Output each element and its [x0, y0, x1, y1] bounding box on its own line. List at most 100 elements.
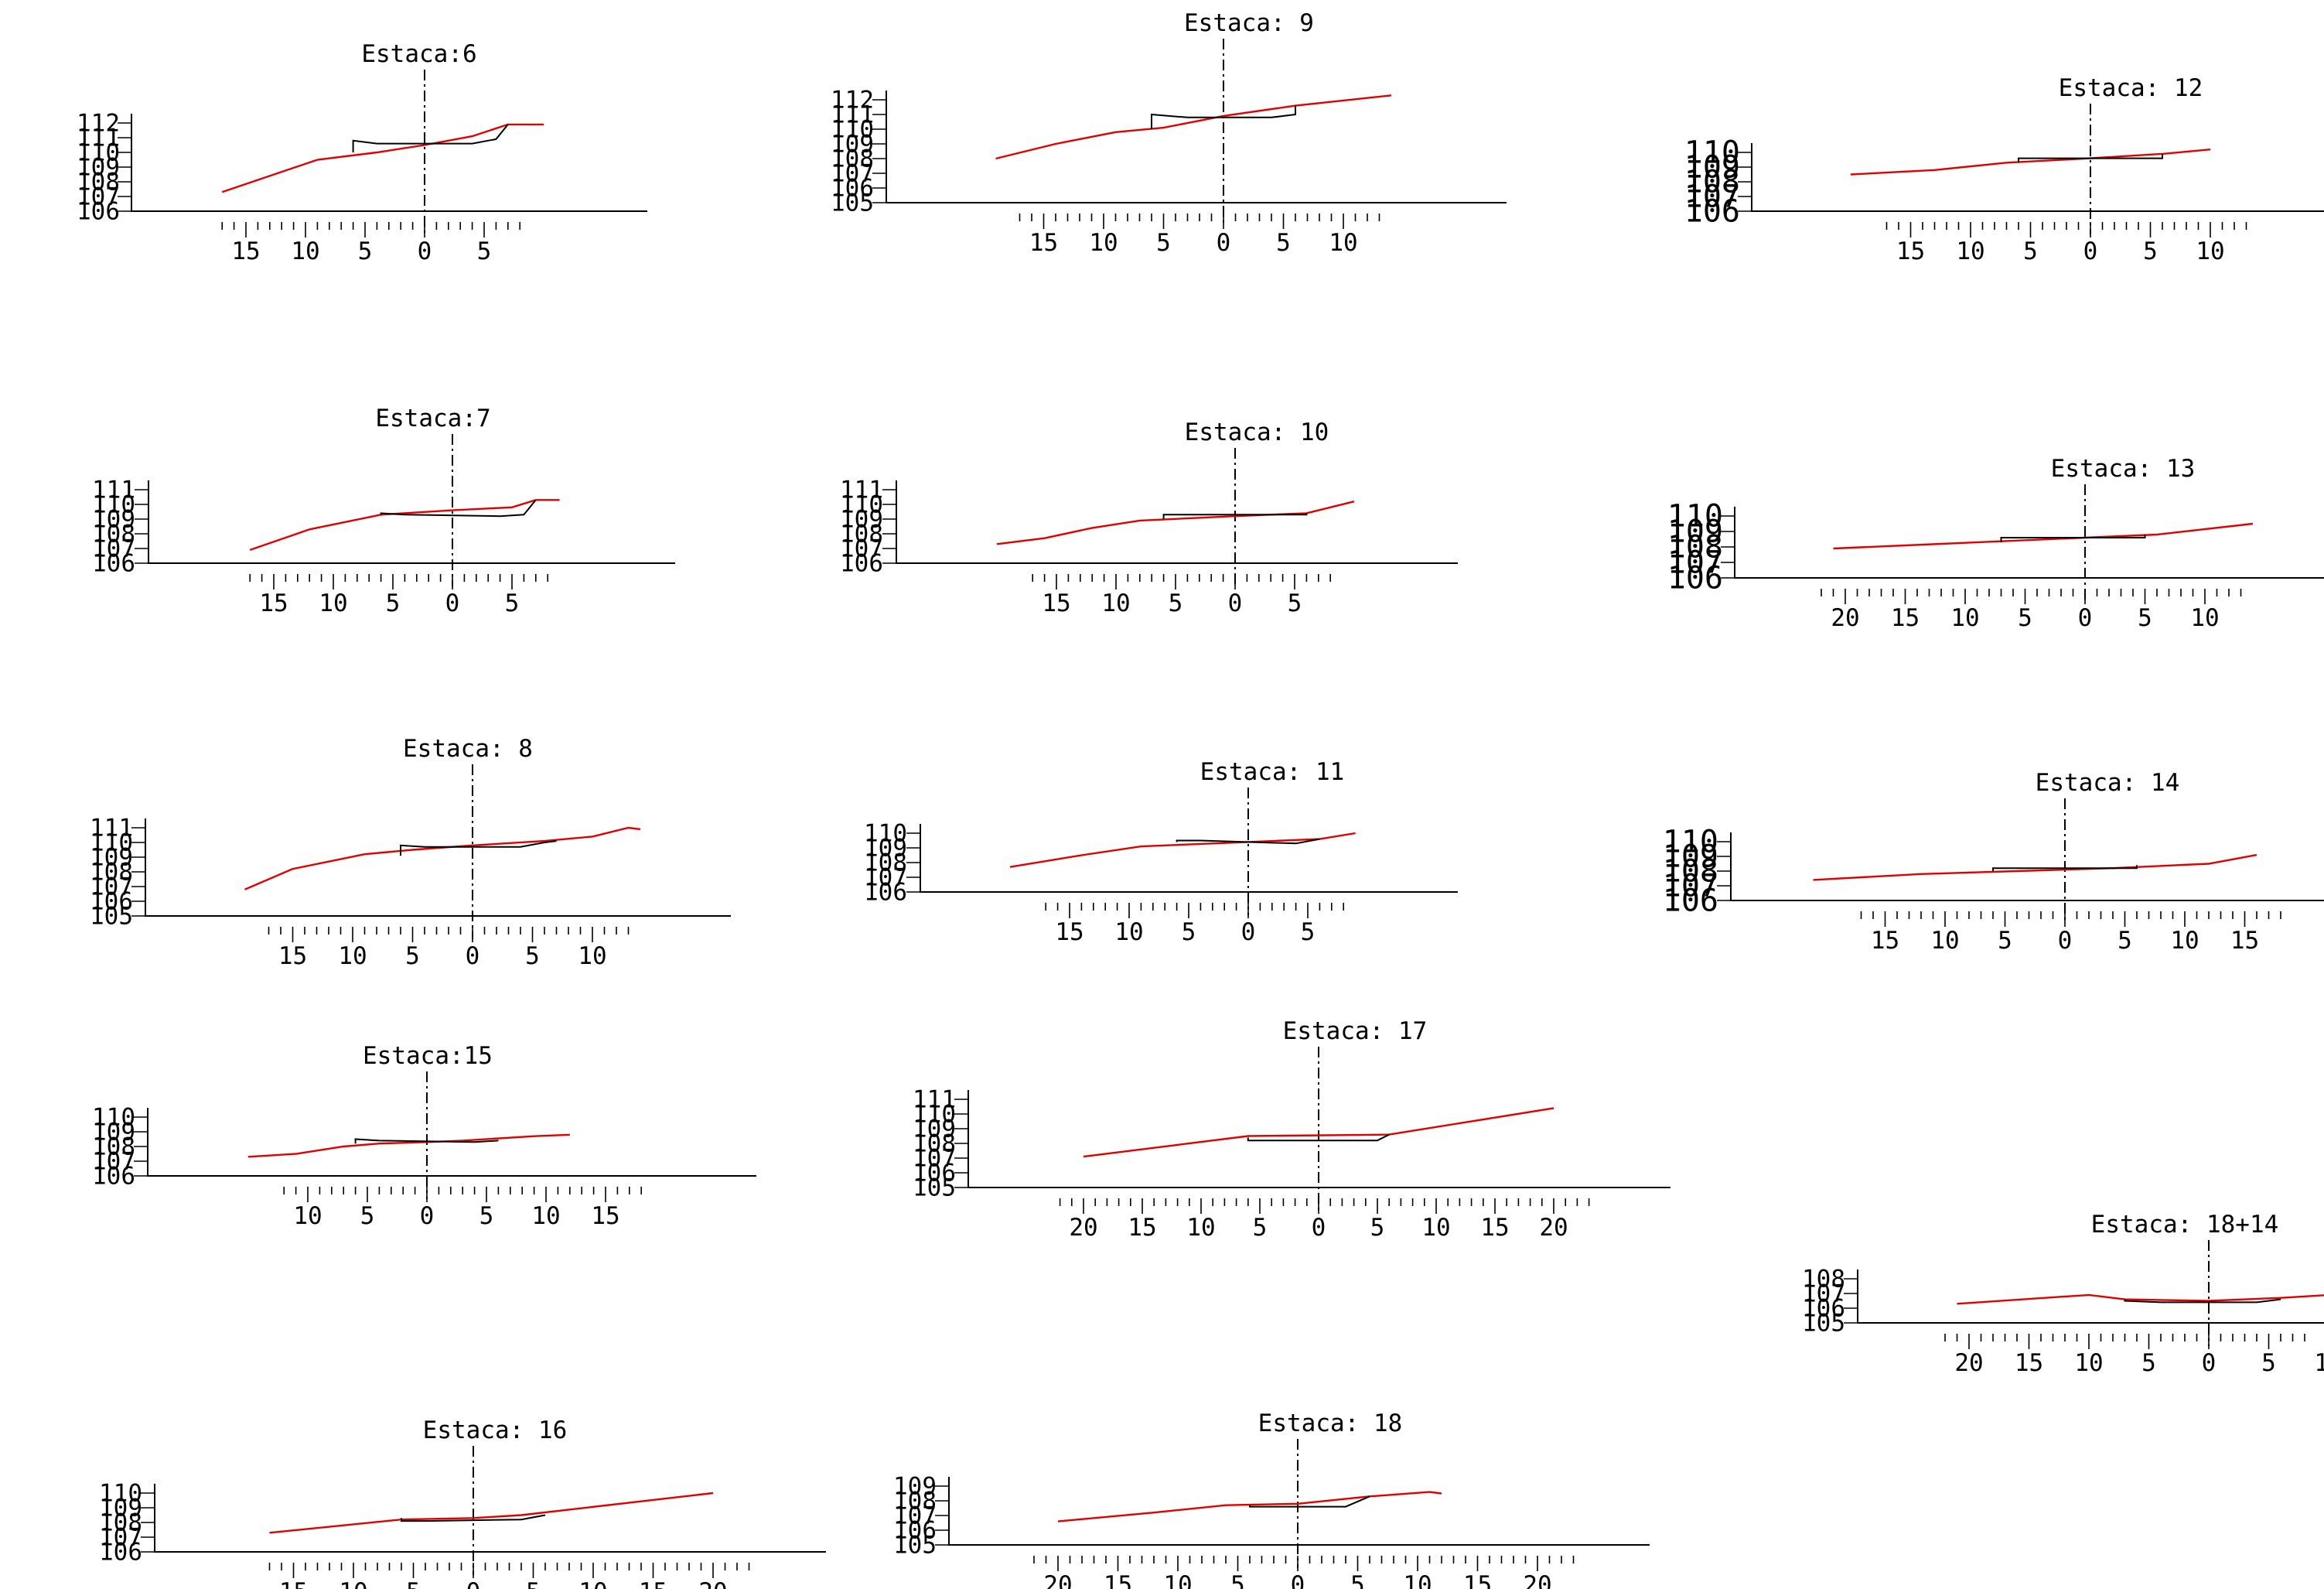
offset-label: 10 — [1186, 1214, 1215, 1242]
elevation-label: 108 — [1663, 854, 1718, 890]
offset-label: 15 — [278, 942, 307, 970]
offset-label: 10 — [531, 1202, 560, 1230]
elevation-label: 106 — [90, 888, 133, 916]
elevation-label: 109 — [92, 1119, 135, 1146]
offset-label: 20 — [1539, 1214, 1568, 1242]
section-title: Estaca: 18+14 — [2091, 1211, 2279, 1239]
offset-label: 10 — [1421, 1214, 1450, 1242]
elevation-label: 105 — [831, 190, 874, 217]
road-platform-profile — [1151, 105, 1296, 129]
offset-label: 0 — [1312, 1214, 1326, 1242]
elevation-label: 107 — [1663, 869, 1718, 904]
axes — [1751, 143, 2324, 212]
elevation-label: 110 — [831, 116, 874, 144]
offset-label: 10 — [578, 1578, 607, 1589]
offset-label: 10 — [1163, 1571, 1192, 1589]
elevation-label: 107 — [831, 160, 874, 188]
section-title: Estaca:7 — [375, 405, 490, 432]
elevation-label: 110 — [77, 139, 120, 167]
offset-label: 10 — [338, 942, 367, 970]
offset-label: 15 — [2230, 927, 2259, 955]
offset-label: 15 — [279, 1578, 308, 1589]
section-title: Estaca: 13 — [2051, 455, 2196, 483]
elevation-label: 106 — [913, 1160, 956, 1187]
terrain-profile — [1813, 853, 2257, 881]
elevation-label: 106 — [99, 1539, 142, 1567]
road-platform-profile — [354, 1138, 499, 1144]
elevation-label: 110 — [864, 820, 907, 848]
elevation-label: 106 — [840, 550, 883, 578]
offset-label: 5 — [1370, 1214, 1385, 1242]
offset-label: 15 — [1463, 1571, 1492, 1589]
elevation-label: 106 — [893, 1517, 937, 1545]
axes — [1730, 832, 2324, 901]
offset-label: 5 — [405, 942, 420, 970]
elevation-label: 111 — [840, 477, 883, 504]
terrain-profile — [1833, 522, 2254, 550]
elevation-label: 109 — [864, 835, 907, 863]
road-platform-profile — [1992, 865, 2138, 871]
elevation-label: 110 — [1667, 499, 1723, 535]
offset-label: 0 — [445, 589, 460, 617]
elevation-label: 107 — [893, 1502, 937, 1530]
offset-label: 10 — [2074, 1349, 2103, 1377]
axes — [148, 480, 675, 564]
section-title: Estaca: 16 — [423, 1416, 568, 1444]
offset-label: 5 — [2141, 1349, 2156, 1377]
offset-label: 10 — [1950, 604, 1979, 632]
elevation-label: 106 — [1684, 194, 1740, 230]
offset-label: 5 — [2118, 927, 2132, 955]
road-platform-profile — [401, 1514, 546, 1522]
elevation-label: 105 — [893, 1532, 937, 1560]
elevation-label: 107 — [77, 183, 120, 211]
elevation-label: 106 — [92, 1163, 135, 1191]
offset-label: 10 — [2170, 927, 2199, 955]
offset-label: 0 — [1217, 229, 1231, 257]
elevation-label: 111 — [913, 1086, 956, 1114]
road-platform-profile — [1249, 1495, 1370, 1508]
offset-label: 5 — [477, 237, 492, 265]
offset-label: 0 — [1291, 1571, 1305, 1589]
elevation-label: 110 — [1663, 825, 1718, 860]
offset-label: 10 — [339, 1578, 367, 1589]
terrain-profile — [1057, 1491, 1442, 1522]
elevation-label: 106 — [1667, 561, 1723, 596]
road-platform-profile — [380, 499, 537, 518]
section-title: Estaca: 12 — [2059, 74, 2203, 102]
offset-label: 0 — [1228, 589, 1243, 617]
section-title: Estaca: 17 — [1283, 1017, 1428, 1045]
elevation-label: 107 — [864, 864, 907, 892]
terrain-profile — [995, 94, 1392, 160]
elevation-label: 108 — [840, 521, 883, 548]
offset-label: 5 — [2261, 1349, 2276, 1377]
offset-label: 5 — [1169, 589, 1183, 617]
elevation-label: 108 — [77, 169, 120, 196]
elevation-label: 105 — [1802, 1310, 1845, 1338]
elevation-label: 110 — [913, 1101, 956, 1129]
offset-label: 5 — [1276, 229, 1291, 257]
elevation-label: 109 — [92, 506, 135, 534]
offset-label: 5 — [2138, 604, 2152, 632]
elevation-label: 107 — [92, 535, 135, 563]
terrain-profile — [247, 1133, 570, 1158]
offset-label: 10 — [2190, 604, 2219, 632]
road-platform-profile — [2000, 535, 2146, 542]
offset-label: 0 — [420, 1202, 435, 1230]
section-title: Estaca: 11 — [1200, 758, 1345, 786]
offset-label: 10 — [1101, 589, 1130, 617]
offset-label: 20 — [698, 1578, 727, 1589]
terrain-profile — [249, 499, 560, 552]
offset-label: 0 — [418, 237, 432, 265]
elevation-label: 109 — [77, 154, 120, 182]
offset-label: 5 — [2023, 237, 2038, 265]
offset-label: 10 — [2314, 1349, 2324, 1377]
offset-label: 5 — [358, 237, 373, 265]
offset-label: 15 — [1055, 918, 1084, 946]
offset-label: 0 — [466, 942, 480, 970]
section-title: Estaca:6 — [361, 40, 476, 68]
